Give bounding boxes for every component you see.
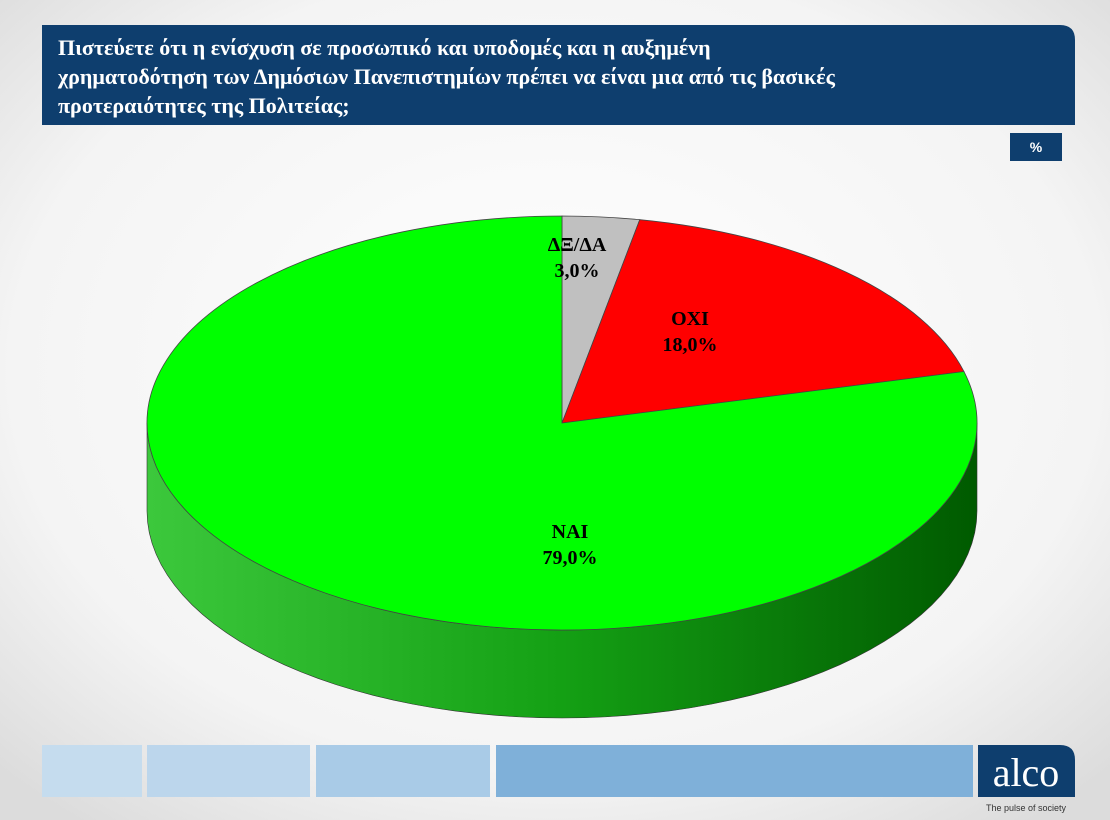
slice-label: ΝΑΙ <box>552 521 589 543</box>
footer-block <box>147 745 310 797</box>
title-line: χρηματοδότηση των Δημόσιων Πανεπιστημίων… <box>57 64 836 89</box>
pie-slice <box>146 215 978 631</box>
footer-block <box>42 745 142 797</box>
pie: ΔΞ/ΔΑ 3,0% ΟΧΙ 18,0% ΝΑΙ 79,0% <box>146 215 978 719</box>
tagline: The pulse of society <box>986 803 1067 813</box>
unit-badge-text: % <box>1030 139 1043 155</box>
slice-value: 79,0% <box>543 547 598 569</box>
title-line: προτεραιότητες της Πολιτείας; <box>58 93 350 118</box>
title-line: Πιστεύετε ότι η ενίσχυση σε προσωπικό κα… <box>58 35 711 60</box>
slice-value: 18,0% <box>663 334 718 356</box>
title-banner <box>42 25 1075 125</box>
slice-label: ΔΞ/ΔΑ <box>548 234 607 256</box>
logo-box <box>978 745 1075 797</box>
footer-block <box>496 745 973 797</box>
pie-slice <box>561 219 965 424</box>
slice-value: 3,0% <box>555 260 600 282</box>
slice-label: ΟΧΙ <box>671 308 709 330</box>
logo: alco <box>993 750 1060 795</box>
unit-badge <box>1010 133 1062 161</box>
footer-block <box>316 745 490 797</box>
title: Πιστεύετε ότι η ενίσχυση σε προσωπικό κα… <box>57 35 836 118</box>
